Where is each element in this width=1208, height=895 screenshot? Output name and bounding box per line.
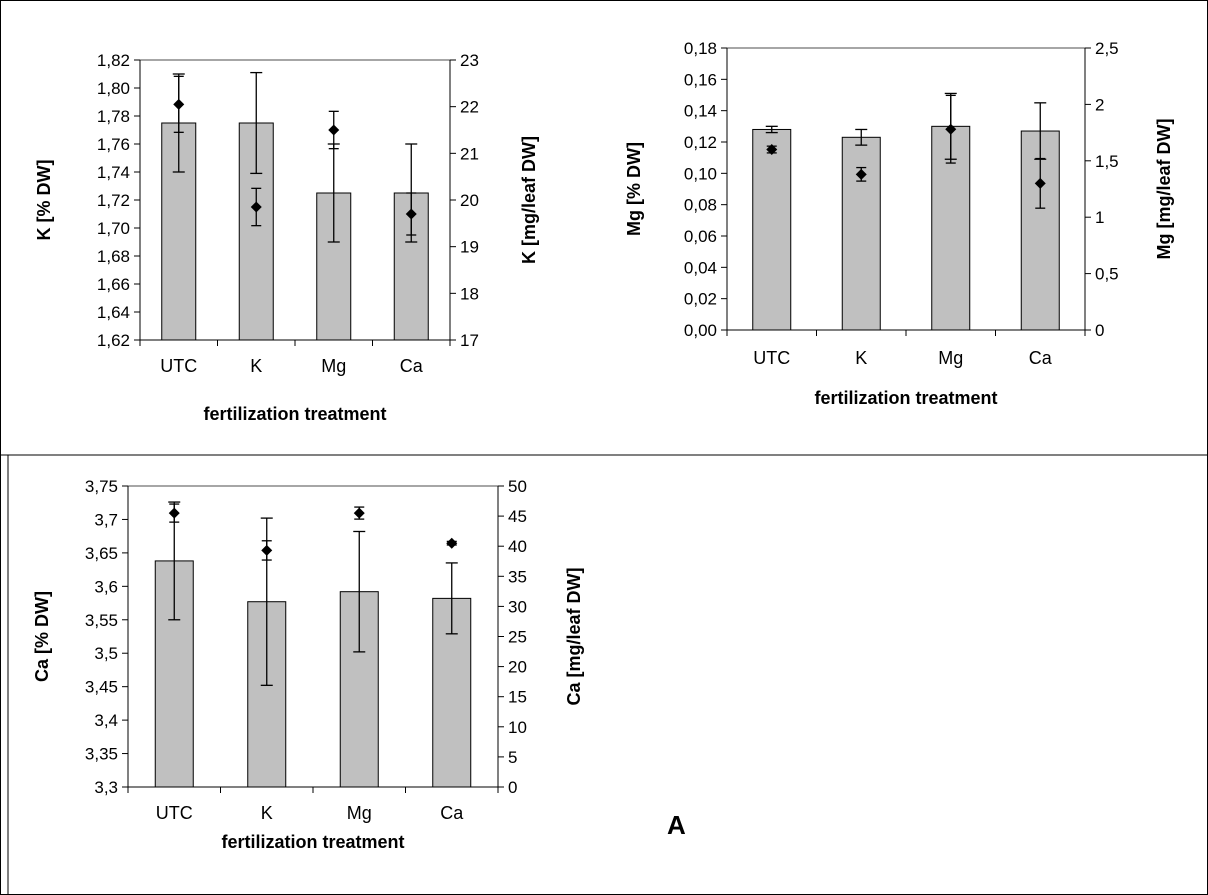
chart-2-category-label: K [855, 348, 867, 368]
chart-2-diamond-marker [766, 144, 778, 156]
chart-2-right-tick-label: 2 [1095, 95, 1104, 114]
chart-2-left-tick-label: 0,14 [684, 102, 717, 121]
chart-3-right-tick-label: 10 [508, 718, 527, 737]
chart-2-left-tick-label: 0,00 [684, 321, 717, 340]
chart-3-right-tick-label: 0 [508, 778, 517, 797]
chart-1-x-axis-title: fertilization treatment [203, 404, 386, 424]
chart-2-right-tick-label: 1 [1095, 208, 1104, 227]
chart-2-x-axis-title: fertilization treatment [814, 388, 997, 408]
chart-1-right-tick-label: 21 [460, 144, 479, 163]
chart-1-left-tick-label: 1,62 [97, 331, 130, 350]
chart-1-right-tick-label: 23 [460, 51, 479, 70]
chart-2-left-tick-label: 0,04 [684, 258, 717, 277]
chart-3-right-tick-label: 40 [508, 537, 527, 556]
chart-3-diamond-marker [446, 537, 458, 549]
chart-3-y-axis-title-right: Ca [mg/leaf DW] [564, 567, 584, 705]
chart-3-category-label: Mg [347, 803, 372, 823]
chart-3-right-tick-label: 35 [508, 567, 527, 586]
chart-1-category-label: Ca [400, 356, 424, 376]
chart-3-right-tick-label: 5 [508, 748, 517, 767]
chart-1-right-tick-label: 18 [460, 284, 479, 303]
chart-3-left-tick-label: 3,4 [94, 711, 118, 730]
chart-1-y-axis-title-right: K [mg/leaf DW] [519, 136, 539, 264]
chart-2-bar [841, 136, 881, 331]
chart-3-right-tick-label: 50 [508, 477, 527, 496]
chart-1-diamond-marker [250, 201, 262, 213]
chart-1-left-tick-label: 1,66 [97, 275, 130, 294]
chart-1-category-label: UTC [160, 356, 197, 376]
chart-3-left-tick-label: 3,5 [94, 644, 118, 663]
chart-1-left-tick-label: 1,68 [97, 247, 130, 266]
chart-2-right-tick-label: 2,5 [1095, 39, 1119, 58]
chart-1-right-tick-label: 17 [460, 331, 479, 350]
chart-2-left-tick-label: 0,06 [684, 227, 717, 246]
chart-2-category-label: Ca [1029, 348, 1053, 368]
chart-3-left-tick-label: 3,6 [94, 577, 118, 596]
chart-1-left-tick-label: 1,74 [97, 163, 130, 182]
chart-2-diamond-marker [1034, 177, 1046, 189]
chart-2-category-label: UTC [753, 348, 790, 368]
chart-3-diamond-marker [353, 507, 365, 519]
chart-2-diamond-marker [945, 123, 957, 135]
chart-1-category-label: K [250, 356, 262, 376]
chart-2-right-tick-label: 0,5 [1095, 265, 1119, 284]
chart-3-left-tick-label: 3,35 [85, 745, 118, 764]
chart-1-left-tick-label: 1,64 [97, 303, 130, 322]
chart-1-left-tick-label: 1,78 [97, 107, 130, 126]
chart-3-x-axis-title: fertilization treatment [221, 832, 404, 852]
chart-1-right-tick-label: 19 [460, 238, 479, 257]
chart-3-right-tick-label: 20 [508, 658, 527, 677]
chart-1-left-tick-label: 1,70 [97, 219, 130, 238]
chart-3-right-tick-label: 30 [508, 597, 527, 616]
chart-1-left-tick-label: 1,76 [97, 135, 130, 154]
chart-2-y-axis-title-right: Mg [mg/leaf DW] [1154, 119, 1174, 260]
chart-2-category-label: Mg [938, 348, 963, 368]
chart-3-left-tick-label: 3,7 [94, 510, 118, 529]
chart-1-diamond-marker [405, 208, 417, 220]
chart-1-left-tick-label: 1,72 [97, 191, 130, 210]
chart-1-diamond-marker [173, 98, 185, 110]
chart-2-left-tick-label: 0,16 [684, 70, 717, 89]
chart-3-category-label: K [261, 803, 273, 823]
chart-3-y-axis-title-left: Ca [% DW] [32, 591, 52, 682]
chart-3-category-label: UTC [156, 803, 193, 823]
chart-1-left-tick-label: 1,82 [97, 51, 130, 70]
chart-2-diamond-marker [855, 168, 867, 180]
panel-letter: A [667, 810, 686, 840]
chart-2-right-tick-label: 1,5 [1095, 152, 1119, 171]
chart-3-diamond-marker [168, 507, 180, 519]
chart-1-diamond-marker [328, 124, 340, 136]
chart-1-right-tick-label: 22 [460, 98, 479, 117]
chart-3-left-tick-label: 3,55 [85, 611, 118, 630]
chart-2-left-tick-label: 0,02 [684, 290, 717, 309]
chart-2-y-axis-title-left: Mg [% DW] [624, 142, 644, 236]
chart-3-right-tick-label: 15 [508, 688, 527, 707]
chart-3-category-label: Ca [440, 803, 464, 823]
chart-3-left-tick-label: 3,75 [85, 477, 118, 496]
chart-3-diamond-marker [261, 544, 273, 556]
chart-1-right-tick-label: 20 [460, 191, 479, 210]
chart-1-left-tick-label: 1,80 [97, 79, 130, 98]
chart-2-left-tick-label: 0,10 [684, 164, 717, 183]
chart-2-left-tick-label: 0,18 [684, 39, 717, 58]
chart-1-category-label: Mg [321, 356, 346, 376]
chart-3-right-tick-label: 25 [508, 628, 527, 647]
chart-3-left-tick-label: 3,3 [94, 778, 118, 797]
chart-2-left-tick-label: 0,08 [684, 196, 717, 215]
chart-1-y-axis-title-left: K [% DW] [34, 160, 54, 241]
chart-3-right-tick-label: 45 [508, 507, 527, 526]
chart-2-left-tick-label: 0,12 [684, 133, 717, 152]
chart-3-left-tick-label: 3,45 [85, 678, 118, 697]
chart-2-right-tick-label: 0 [1095, 321, 1104, 340]
chart-2-bar [752, 128, 792, 331]
chart-3-left-tick-label: 3,65 [85, 544, 118, 563]
